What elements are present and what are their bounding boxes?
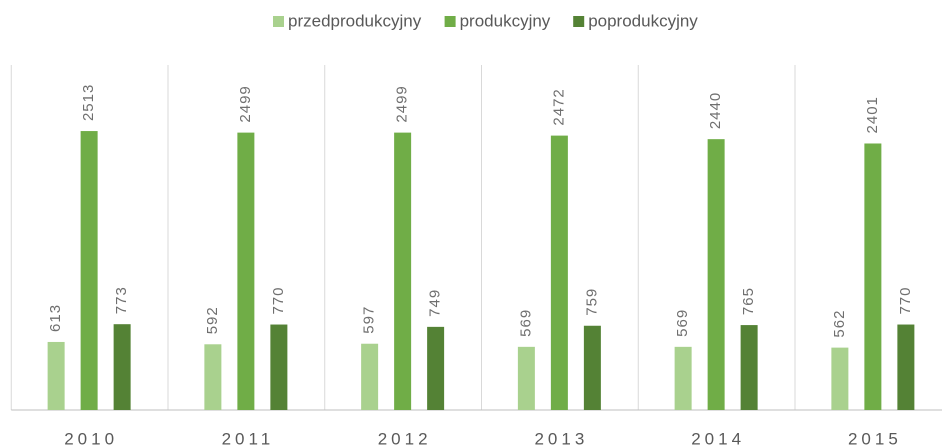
x-tick-label: 2011	[222, 429, 275, 448]
bar	[204, 344, 222, 410]
data-label: 770	[270, 286, 287, 314]
legend-swatch	[573, 16, 585, 27]
bar	[517, 346, 535, 410]
legend-label: przedprodukcyjny	[288, 11, 422, 30]
bar	[80, 131, 98, 410]
bar	[897, 324, 915, 410]
bar	[550, 135, 568, 410]
legend-swatch	[273, 16, 284, 27]
data-label: 2513	[80, 84, 97, 121]
legend-label: produkcyjny	[460, 11, 551, 30]
x-tick-label: 2013	[534, 429, 588, 448]
legend-swatch	[444, 16, 456, 27]
bar	[237, 132, 255, 410]
bar	[361, 343, 379, 410]
legend-label: poprodukcyjny	[588, 11, 698, 30]
data-label: 2472	[550, 88, 567, 125]
data-label: 569	[517, 309, 534, 337]
data-label: 749	[427, 289, 444, 317]
data-label: 569	[674, 309, 691, 337]
bar	[583, 325, 601, 410]
bar	[707, 139, 725, 410]
legend: przedprodukcyjny produkcyjny poprodukcyjny	[273, 11, 698, 30]
data-label: 765	[740, 287, 757, 315]
bar	[427, 326, 445, 410]
bar	[740, 325, 758, 410]
bar	[270, 324, 288, 410]
bar	[47, 341, 65, 410]
x-tick-label: 2014	[691, 429, 745, 448]
data-label: 613	[47, 304, 64, 332]
data-label: 2499	[237, 85, 254, 122]
data-label: 562	[831, 310, 848, 338]
bar	[394, 132, 412, 410]
data-label: 597	[361, 306, 378, 334]
data-label: 2401	[864, 96, 881, 133]
data-label: 770	[897, 286, 914, 314]
bar	[113, 324, 131, 410]
bar	[831, 347, 849, 410]
data-label: 2440	[707, 92, 724, 129]
data-label: 759	[583, 288, 600, 316]
data-label: 592	[204, 306, 221, 334]
data-label: 773	[113, 286, 130, 314]
data-label: 2499	[394, 85, 411, 122]
x-tick-label: 2012	[378, 429, 432, 448]
bar	[864, 143, 882, 410]
x-tick-label: 2010	[64, 429, 118, 448]
bar	[674, 346, 692, 410]
x-tick-label: 2015	[848, 429, 902, 448]
